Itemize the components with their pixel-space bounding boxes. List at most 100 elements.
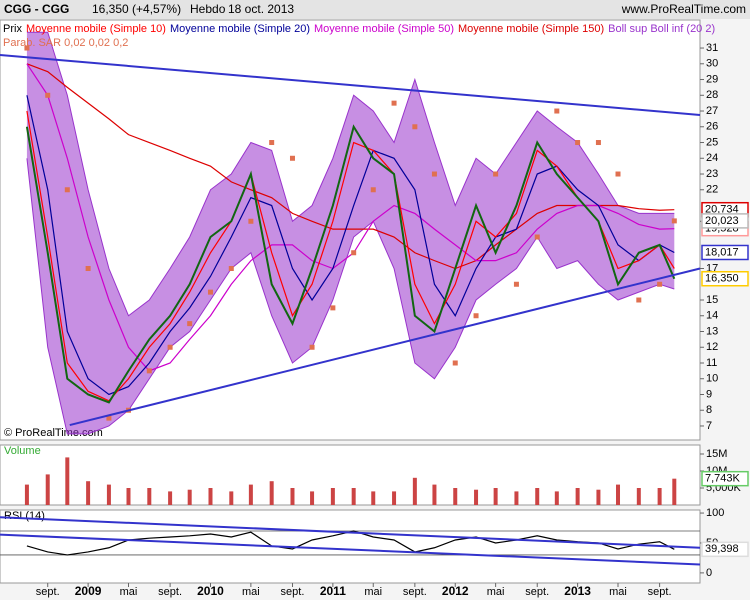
y-tick-label: 11 bbox=[706, 357, 717, 369]
x-tick-label: 2010 bbox=[197, 584, 224, 598]
legend-entry: Prix bbox=[3, 23, 22, 35]
sar-point bbox=[289, 155, 295, 161]
y-tick-label: 100 bbox=[706, 507, 724, 519]
value-box bbox=[701, 541, 749, 558]
sar-point bbox=[657, 281, 663, 287]
value-box-label: 39,398 bbox=[705, 543, 739, 555]
y-tick-label: 14 bbox=[706, 310, 718, 322]
value-box bbox=[701, 470, 749, 487]
sar-point bbox=[269, 140, 275, 146]
volume-bar bbox=[351, 488, 356, 505]
trendline bbox=[69, 267, 701, 427]
x-tick-label: 2009 bbox=[75, 584, 102, 598]
volume-bar bbox=[474, 489, 479, 505]
rsi-title: RSI (14) bbox=[4, 510, 45, 522]
bollinger-fill bbox=[26, 32, 675, 434]
volume-bar bbox=[514, 491, 519, 505]
volume-panel bbox=[0, 444, 701, 506]
y-tick-label: 22 bbox=[706, 184, 718, 196]
y-tick-label: 10 bbox=[706, 373, 718, 385]
x-tick-label: sept. bbox=[281, 586, 305, 598]
legend-entry: Parab. SAR 0,02 0,02 0,2 bbox=[3, 37, 128, 49]
x-tick-label: 2013 bbox=[564, 584, 591, 598]
volume-bar bbox=[330, 488, 335, 505]
volume-bar bbox=[535, 488, 540, 505]
legend-entry: Moyenne mobile (Simple 150) bbox=[458, 23, 604, 35]
volume-bar bbox=[657, 488, 662, 505]
value-box bbox=[701, 244, 749, 261]
legend-entry: Moyenne mobile (Simple 20) bbox=[170, 23, 310, 35]
y-tick-label: 15M bbox=[706, 448, 727, 460]
bollinger-lower bbox=[26, 158, 675, 435]
header-quote: 16,350 (+4,57%) bbox=[92, 2, 181, 16]
y-tick-label: 29 bbox=[706, 73, 718, 85]
volume-bar bbox=[269, 481, 274, 505]
x-tick-label: sept. bbox=[158, 586, 182, 598]
y-tick-label: 9 bbox=[706, 388, 712, 400]
sar-point bbox=[534, 234, 540, 240]
volume-bar bbox=[65, 457, 70, 505]
sar-point bbox=[248, 218, 254, 224]
volume-bar bbox=[575, 488, 580, 505]
bollinger-upper bbox=[26, 31, 675, 317]
x-tick-label: mai bbox=[609, 586, 627, 598]
sar-point bbox=[309, 344, 315, 350]
volume-bar bbox=[493, 488, 498, 505]
sar-point bbox=[207, 289, 213, 295]
sar-point bbox=[493, 171, 499, 177]
header-period: Hebdo bbox=[190, 2, 226, 16]
y-tick-label: 13 bbox=[706, 325, 718, 337]
volume-bar bbox=[45, 474, 50, 505]
value-box-label: 20,023 bbox=[705, 215, 739, 227]
volume-title: Volume bbox=[4, 445, 41, 457]
sar-point bbox=[595, 140, 601, 146]
series-line bbox=[26, 63, 675, 270]
sar-point bbox=[146, 368, 152, 374]
sar-point bbox=[513, 281, 519, 287]
y-tick-label: 25 bbox=[706, 136, 718, 148]
value-box-label: 18,017 bbox=[705, 246, 739, 258]
value-box-label: 7,743K bbox=[705, 473, 741, 485]
sar-point bbox=[64, 187, 70, 193]
volume-bar bbox=[147, 488, 152, 505]
x-tick-label: mai bbox=[120, 586, 138, 598]
header-date: 18 oct. 2013 bbox=[228, 2, 294, 16]
trendline bbox=[0, 516, 701, 549]
x-tick-label: sept. bbox=[36, 586, 60, 598]
volume-bar bbox=[187, 489, 192, 505]
value-box bbox=[701, 270, 749, 287]
volume-bar bbox=[126, 488, 131, 505]
y-tick-label: 27 bbox=[706, 105, 718, 117]
y-tick-label: 7 bbox=[706, 420, 712, 432]
sar-point bbox=[24, 45, 30, 51]
x-tick-label: sept. bbox=[525, 586, 549, 598]
y-tick-label: 0 bbox=[706, 567, 712, 579]
x-tick-label: mai bbox=[364, 586, 382, 598]
sar-point bbox=[330, 305, 336, 311]
sar-point bbox=[351, 250, 357, 256]
y-tick-label: 31 bbox=[706, 42, 718, 54]
sar-point bbox=[85, 266, 91, 272]
header-bar bbox=[0, 0, 750, 19]
trendline bbox=[0, 53, 701, 116]
volume-bar bbox=[554, 491, 559, 505]
volume-bar bbox=[392, 491, 397, 505]
x-tick-label: 2012 bbox=[442, 584, 469, 598]
legend-entry: Moyenne mobile (Simple 10) bbox=[26, 23, 166, 35]
sar-point bbox=[431, 171, 437, 177]
trendline bbox=[0, 533, 701, 566]
legend-entry: Boll sup Boll inf (20 2) bbox=[608, 23, 715, 35]
sar-point bbox=[412, 124, 418, 130]
sar-point bbox=[636, 297, 642, 303]
y-tick-label: 8 bbox=[706, 404, 712, 416]
volume-bar bbox=[248, 484, 253, 505]
volume-bar bbox=[310, 491, 315, 505]
volume-bar bbox=[453, 488, 458, 505]
y-tick-label: 24 bbox=[706, 152, 718, 164]
header-title: CGG - CGG bbox=[4, 2, 69, 16]
x-tick-label: mai bbox=[242, 586, 260, 598]
y-tick-label: 12 bbox=[706, 341, 718, 353]
sar-point bbox=[167, 344, 173, 350]
sar-point bbox=[554, 108, 560, 114]
